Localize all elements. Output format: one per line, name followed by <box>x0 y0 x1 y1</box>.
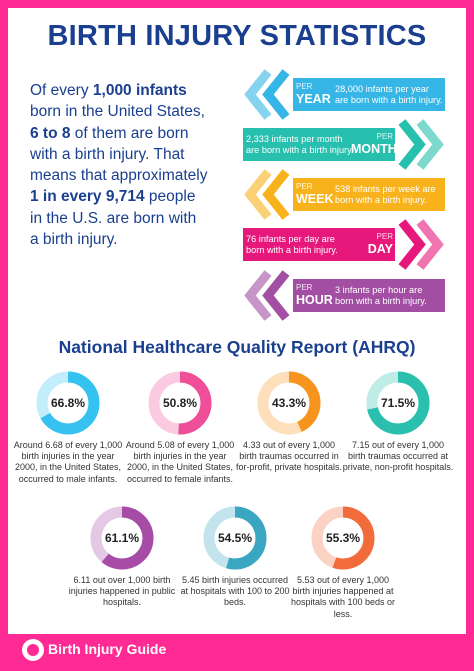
donut-caption: 4.33 out of every 1,000 birth traumas oc… <box>235 440 343 473</box>
rate-unit: MONTH <box>351 142 397 156</box>
report-title: National Healthcare Quality Report (AHRQ… <box>58 337 416 357</box>
donut-arc <box>148 371 212 435</box>
donut-arc <box>311 506 375 570</box>
donut-caption: 7.15 out of every 1,000 birth traumas oc… <box>342 440 454 473</box>
rate-per: PER <box>296 82 313 91</box>
donut-label: 61.1% <box>104 531 140 545</box>
donut-caption: Around 6.68 of every 1,000 birth injurie… <box>13 440 123 484</box>
donut-label: 71.5% <box>380 396 416 410</box>
card <box>8 8 466 634</box>
intro-text: of them are born <box>70 124 189 142</box>
rate-text: 3 infants per hour are born with a birth… <box>335 285 427 306</box>
intro-line: 1 in every 9,714 people <box>30 186 207 207</box>
title: BIRTH INJURY STATISTICS <box>47 20 427 52</box>
chevron <box>244 69 272 120</box>
rate-per: PER <box>376 132 393 141</box>
rate-box <box>293 178 445 211</box>
intro-text: 6 to 8 <box>30 124 71 142</box>
donut-label: 43.3% <box>271 396 307 410</box>
donut-caption: 5.45 birth injuries occurred at hospital… <box>180 575 290 608</box>
chevron <box>416 119 444 170</box>
rate-unit: YEAR <box>296 92 331 106</box>
chevron <box>262 169 290 220</box>
chevron <box>262 69 290 120</box>
donut-arc <box>90 506 154 570</box>
rate-unit: DAY <box>367 242 393 256</box>
chevron <box>262 270 290 321</box>
chevron <box>244 169 272 220</box>
rate-tag: PER MONTH <box>351 131 397 156</box>
brand: Birth Injury Guide <box>48 641 167 657</box>
logo-dot <box>27 644 39 656</box>
intro-text: in the U.S. are born with <box>30 209 197 227</box>
rate-per: PER <box>296 283 313 292</box>
intro-line: 6 to 8 of them are born <box>30 123 207 144</box>
rate-text: 538 infants per week are born with a bir… <box>335 184 436 205</box>
donut-caption: 5.53 out of every 1,000 birth injuries h… <box>290 575 396 619</box>
rate-tag: PER WEEK <box>296 181 338 205</box>
rate-box <box>293 78 445 111</box>
donut-arc <box>257 371 321 435</box>
intro-text: means that approximately <box>30 167 208 185</box>
rate-per: PER <box>376 232 393 241</box>
intro-text: Of every <box>30 82 93 99</box>
rate-box <box>293 279 445 312</box>
intro-line: born in the United States, <box>30 101 207 122</box>
donut-label: 55.3% <box>325 531 361 545</box>
rate-box <box>243 128 395 161</box>
intro-text: born in the United States, <box>30 103 205 121</box>
intro-text: with a birth injury. That <box>30 145 185 163</box>
rate-per: PER <box>296 182 313 191</box>
rate-unit: WEEK <box>296 192 334 206</box>
donut-arc <box>36 371 100 435</box>
intro-text: a birth injury. <box>30 231 118 249</box>
intro-line: means that approximately <box>30 165 207 186</box>
donut-label: 66.8% <box>50 396 86 410</box>
rate-tag: PER YEAR <box>296 81 338 105</box>
donut-caption: Around 5.08 of every 1,000 birth injurie… <box>125 440 235 484</box>
intro-line: Of every 1,000 infants <box>30 80 207 101</box>
chevron <box>244 270 272 321</box>
rate-tag: PER DAY <box>351 231 393 255</box>
intro: Of every 1,000 infants born in the United… <box>30 80 207 250</box>
intro-text: people <box>144 188 196 206</box>
intro-line: with a birth injury. That <box>30 144 207 165</box>
donut-label: 50.8% <box>162 396 198 410</box>
intro-text: 1,000 infants <box>92 82 187 99</box>
donut-arc <box>203 506 267 570</box>
rate-text: 76 infants per day are born with a birth… <box>246 234 338 255</box>
intro-line: a birth injury. <box>30 229 207 250</box>
intro-line: in the U.S. are born with <box>30 208 207 229</box>
chevron <box>398 219 426 270</box>
donut-label: 54.5% <box>217 531 253 545</box>
rate-unit: HOUR <box>296 293 333 307</box>
chevron <box>398 119 426 170</box>
donut-caption: 6.11 out over 1,000 birth injuries happe… <box>68 575 176 608</box>
rate-text: 2,333 infants per month are born with a … <box>246 134 354 155</box>
rate-box <box>243 228 395 261</box>
rate-text: 28,000 infants per year are born with a … <box>335 84 443 105</box>
donut-arc <box>366 371 430 435</box>
rate-tag: PER HOUR <box>296 282 338 306</box>
chevron <box>416 219 444 270</box>
intro-text: 1 in every 9,714 <box>30 188 145 206</box>
